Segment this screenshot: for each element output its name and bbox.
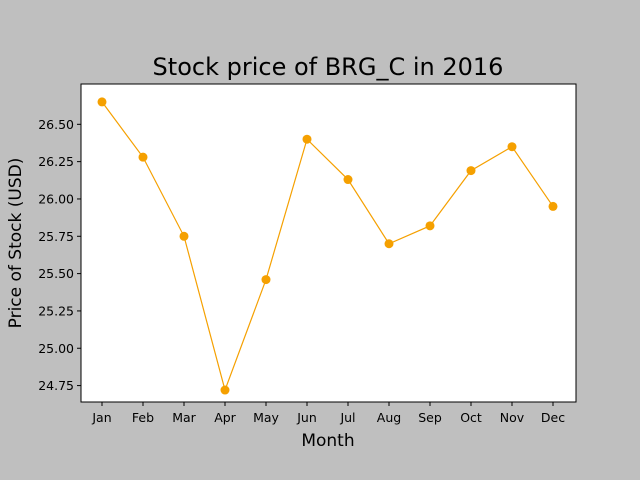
y-tick-label: 26.00 [38,191,74,206]
x-tick-label: Apr [214,410,236,425]
y-axis: 24.75 25.00 25.25 25.50 25.75 26.00 26.25 26.50 [38,117,81,393]
data-point [343,175,353,185]
data-point [384,239,394,249]
y-tick-label: 25.75 [38,229,74,244]
data-point [548,201,558,211]
x-tick-label: Jul [339,410,355,425]
data-point [179,231,189,241]
data-point [138,152,148,162]
chart-title: Stock price of BRG_C in 2016 [153,53,504,81]
data-point [466,166,476,176]
y-tick-label: 25.00 [38,341,74,356]
x-axis-label: Month [301,431,354,451]
x-tick-label: Oct [460,410,482,425]
x-tick-label: Mar [172,410,196,425]
y-tick-label: 26.25 [38,154,74,169]
series-line [101,101,554,393]
data-point [507,142,517,152]
y-axis-label: Price of Stock (USD) [6,158,26,329]
y-tick-label: 24.75 [38,378,74,393]
series-group [97,97,558,395]
y-tick-label: 25.50 [38,266,74,281]
y-tick-label: 26.50 [38,117,74,132]
x-tick-label: Nov [500,410,525,425]
x-tick-label: Jun [296,410,317,425]
data-point [261,275,271,285]
x-tick-label: Sep [418,410,442,425]
x-tick-label: Aug [377,410,401,425]
plot-area [80,83,577,403]
x-axis: Jan Feb Mar Apr May Jun Jul Aug Sep Oct Nov Dec [91,402,565,425]
data-point [425,221,435,231]
data-point [97,97,107,107]
x-tick-label: May [253,410,279,425]
data-point [220,385,230,395]
data-point [302,134,312,144]
y-tick-label: 25.25 [38,303,74,318]
x-tick-label: Dec [541,410,565,425]
x-tick-label: Jan [91,410,111,425]
x-tick-label: Feb [132,410,154,425]
